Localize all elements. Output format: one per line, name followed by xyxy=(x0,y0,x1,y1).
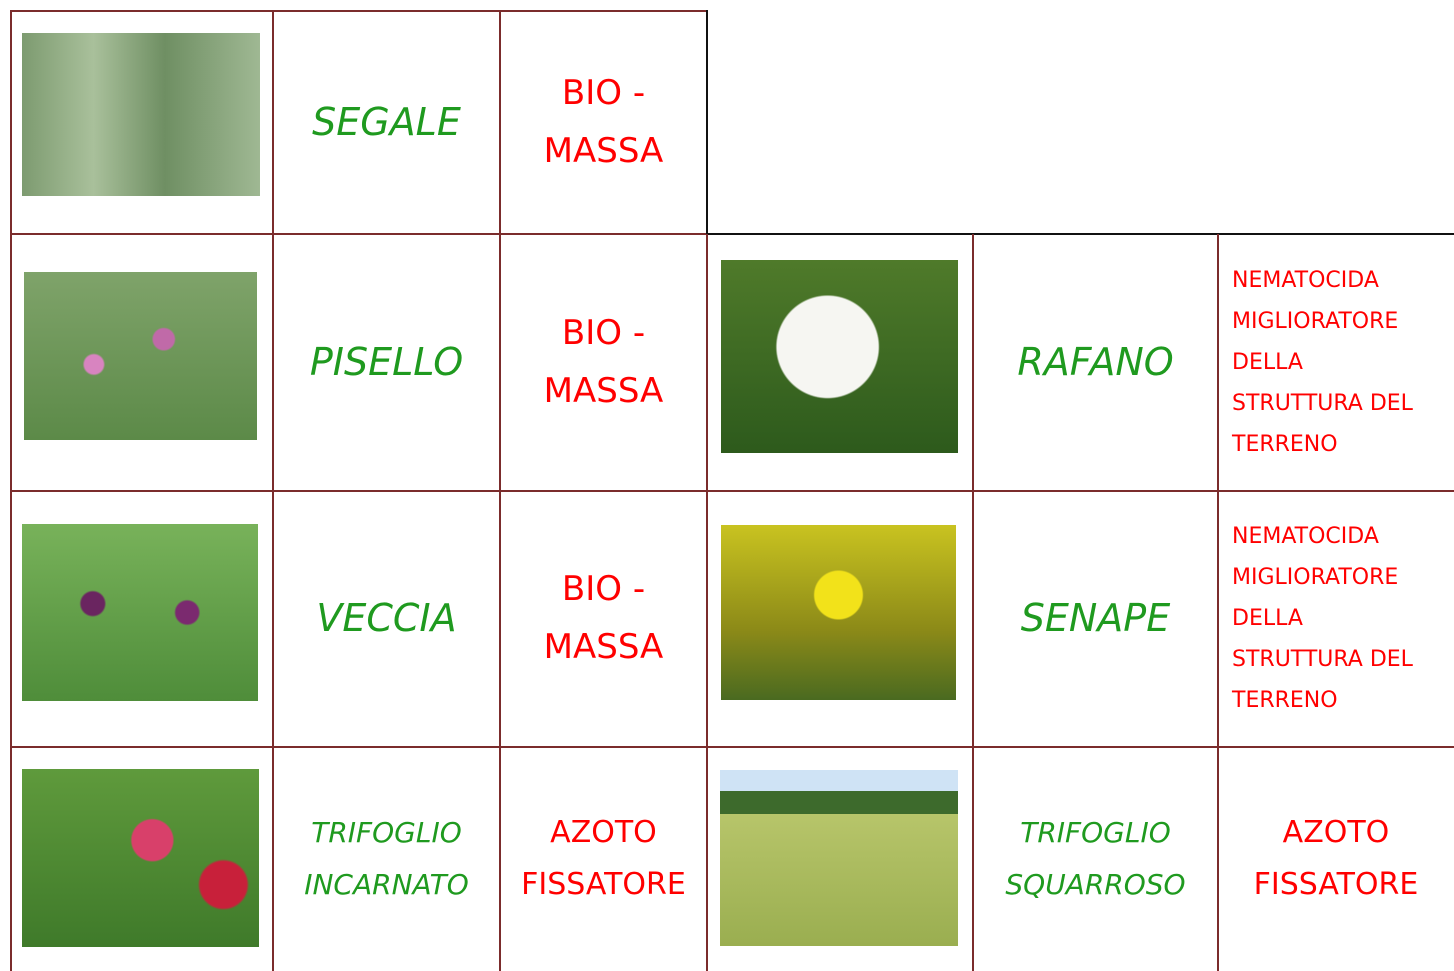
table-border xyxy=(1217,234,1219,971)
cell-text: TERRENO xyxy=(1232,431,1338,457)
cell-text: AZOTO xyxy=(550,814,657,850)
table-border xyxy=(10,10,12,971)
cell-text: STRUTTURA DEL xyxy=(1232,390,1413,416)
use-cell: BIO - MASSA xyxy=(500,490,707,746)
use-cell: BIO - MASSA xyxy=(500,234,707,490)
cell-text: TERRENO xyxy=(1232,687,1338,713)
name-cell: VECCIA xyxy=(273,490,500,746)
cell-text: TRIFOGLIO xyxy=(311,815,462,849)
photo xyxy=(721,260,958,453)
cell-text: STRUTTURA DEL xyxy=(1232,646,1413,672)
use-cell: BIO - MASSA xyxy=(500,10,707,234)
cell-text: PISELLO xyxy=(309,340,464,384)
photo xyxy=(24,272,257,440)
cell-text: MIGLIORATORE xyxy=(1232,564,1399,590)
cell-text: MASSA xyxy=(543,131,664,171)
use-cell: AZOTO FISSATORE xyxy=(1218,746,1454,971)
cell-text: TRIFOGLIO xyxy=(1020,815,1171,849)
photo xyxy=(721,525,956,700)
name-cell: RAFANO xyxy=(973,234,1218,490)
use-cell: NEMATOCIDA MIGLIORATORE DELLA STRUTTURA DEL… xyxy=(1218,490,1454,746)
cell-text: SENAPE xyxy=(1020,596,1171,640)
name-cell: TRIFOGLIO SQUARROSO xyxy=(973,746,1218,971)
use-cell: NEMATOCIDA MIGLIORATORE DELLA STRUTTURA DEL… xyxy=(1218,234,1454,490)
table-border xyxy=(706,10,708,234)
table-border xyxy=(272,10,274,971)
table-border xyxy=(10,746,1454,748)
cell-text: BIO - xyxy=(561,569,646,609)
cell-text: MIGLIORATORE xyxy=(1232,308,1399,334)
name-cell: PISELLO xyxy=(273,234,500,490)
table-border xyxy=(972,234,974,971)
cell-text: DELLA xyxy=(1232,605,1303,631)
cell-text: NEMATOCIDA xyxy=(1232,523,1379,549)
table-border xyxy=(10,490,1454,492)
cell-text: FISSATORE xyxy=(1253,866,1419,902)
cell-text: INCARNATO xyxy=(304,867,469,901)
table-border xyxy=(499,10,501,971)
table-border xyxy=(706,234,708,971)
table-border xyxy=(10,233,707,235)
cell-text: VECCIA xyxy=(316,596,457,640)
cell-text: BIO - xyxy=(561,73,646,113)
photo xyxy=(720,770,958,946)
table-border xyxy=(707,233,1454,235)
name-cell: TRIFOGLIO INCARNATO xyxy=(273,746,500,971)
cell-text: BIO - xyxy=(561,313,646,353)
photo xyxy=(22,524,258,701)
table-border xyxy=(10,10,707,12)
cell-text: MASSA xyxy=(543,371,664,411)
photo xyxy=(22,33,260,196)
name-cell: SENAPE xyxy=(973,490,1218,746)
cell-text: SEGALE xyxy=(312,100,461,144)
use-cell: AZOTO FISSATORE xyxy=(500,746,707,971)
cell-text: RAFANO xyxy=(1017,340,1174,384)
cell-text: AZOTO xyxy=(1282,814,1390,850)
cell-text: FISSATORE xyxy=(521,866,686,902)
cell-text: MASSA xyxy=(543,627,664,667)
photo xyxy=(22,769,259,947)
cell-text: DELLA xyxy=(1232,349,1303,375)
cell-text: SQUARROSO xyxy=(1005,867,1186,901)
name-cell: SEGALE xyxy=(273,10,500,234)
cell-text: NEMATOCIDA xyxy=(1232,267,1379,293)
